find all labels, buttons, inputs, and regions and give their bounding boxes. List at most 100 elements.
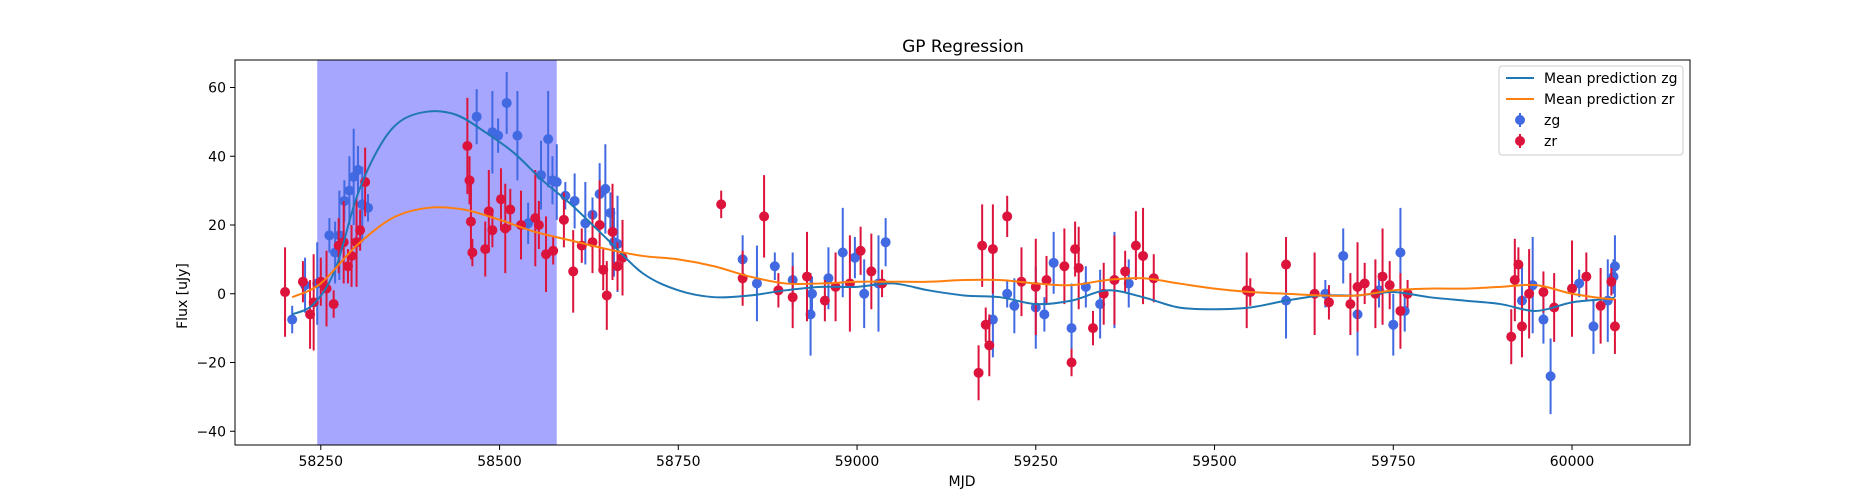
point-zr: [1595, 300, 1606, 311]
point-zr: [598, 264, 609, 275]
point-zr: [1395, 305, 1406, 316]
point-zr: [355, 225, 366, 236]
point-zr: [977, 240, 988, 251]
point-zr: [801, 271, 812, 282]
point-zr: [594, 220, 605, 230]
x-tick-label: 58750: [656, 454, 701, 470]
legend-marker-zg: [1515, 113, 1525, 127]
point-zg: [823, 273, 834, 284]
point-zg: [837, 247, 848, 258]
point-zr: [1120, 266, 1131, 277]
point-zg: [600, 183, 611, 194]
point-zg: [471, 111, 482, 122]
point-zg: [1538, 314, 1549, 325]
x-tick-label: 60000: [1550, 454, 1595, 470]
point-zr: [1509, 275, 1520, 285]
point-zr: [1323, 297, 1334, 308]
x-tick-label: 59250: [1014, 454, 1059, 470]
y-tick-label: 0: [217, 287, 226, 303]
point-zr: [819, 295, 830, 306]
point-zg: [880, 237, 891, 248]
point-zr: [495, 194, 506, 205]
legend-box: [1498, 65, 1684, 156]
legend-point: [1515, 136, 1525, 146]
point-zg: [1338, 250, 1349, 261]
point-zr: [1581, 271, 1592, 282]
point-zg: [1095, 299, 1106, 310]
point-zr: [548, 245, 559, 256]
point-zr: [987, 244, 998, 255]
point-zr: [1609, 321, 1620, 332]
point-zr: [1567, 283, 1578, 294]
point-zg: [1545, 371, 1556, 382]
point-zg: [501, 97, 512, 108]
point-zr: [601, 290, 612, 301]
point-zr: [1377, 271, 1388, 282]
point-zg: [569, 195, 580, 206]
point-zr: [980, 319, 991, 330]
point-zr: [500, 223, 511, 234]
point-zr: [342, 261, 353, 272]
y-tick-label: −40: [196, 424, 226, 440]
x-tick-label: 59750: [1371, 454, 1416, 470]
point-zg: [849, 252, 860, 263]
point-zr: [480, 244, 491, 255]
legend: Mean prediction zg Mean prediction zr zg…: [1498, 65, 1684, 156]
legend-label-zr-line: Mean prediction zr: [1544, 92, 1675, 108]
point-zg: [512, 130, 523, 141]
point-zr: [1524, 288, 1535, 299]
point-zr: [346, 250, 357, 261]
point-zg: [543, 134, 554, 145]
y-tick-label: 60: [208, 81, 226, 97]
point-zg: [805, 309, 816, 320]
y-axis-label: Flux [uJy]: [175, 263, 191, 329]
x-tick-label: 59000: [835, 454, 880, 470]
point-zr: [505, 204, 516, 215]
point-zr: [533, 220, 544, 230]
point-zg: [1009, 300, 1020, 311]
point-zr: [462, 140, 473, 151]
point-zg: [1588, 321, 1599, 332]
point-zr: [280, 287, 291, 298]
y-axis: −40 −20 0 20 40 60: [196, 81, 235, 440]
point-zr: [617, 252, 628, 263]
point-zr: [787, 292, 798, 303]
point-zg: [324, 230, 335, 241]
mean-line-zr: [291, 206, 1616, 301]
point-zg: [344, 185, 355, 196]
point-zg: [751, 278, 762, 289]
legend-marker-zr: [1515, 134, 1525, 148]
plot-frame: [234, 59, 1691, 446]
legend-label-zg: zg: [1544, 113, 1560, 129]
point-zr: [1059, 261, 1070, 272]
point-zg: [352, 165, 363, 175]
legend-point: [1515, 115, 1525, 125]
point-zr: [558, 214, 569, 225]
point-zr: [1087, 323, 1098, 334]
point-zr: [297, 276, 308, 287]
point-zr: [1513, 259, 1524, 270]
point-zr: [1345, 299, 1356, 310]
point-zr: [1506, 331, 1517, 342]
point-zg: [859, 288, 870, 299]
point-zr: [1384, 280, 1395, 291]
point-zg: [580, 218, 591, 229]
legend-label-zr: zr: [1544, 134, 1557, 150]
point-zr: [973, 367, 984, 378]
point-zr: [305, 309, 316, 320]
point-zr: [1538, 287, 1549, 298]
point-zr: [759, 211, 770, 222]
chart-title: GP Regression: [902, 37, 1024, 57]
x-axis-label: MJD: [949, 474, 976, 490]
point-zg: [1048, 257, 1059, 268]
point-zr: [612, 261, 623, 272]
point-zg: [1388, 319, 1399, 330]
point-zr: [866, 266, 877, 277]
plot-area: [280, 60, 1620, 445]
point-zr: [568, 266, 579, 277]
point-zr: [1606, 276, 1617, 287]
point-zg: [1609, 261, 1620, 272]
x-tick-label: 59500: [1192, 454, 1237, 470]
y-tick-label: −20: [196, 356, 226, 372]
point-zr: [607, 226, 618, 237]
